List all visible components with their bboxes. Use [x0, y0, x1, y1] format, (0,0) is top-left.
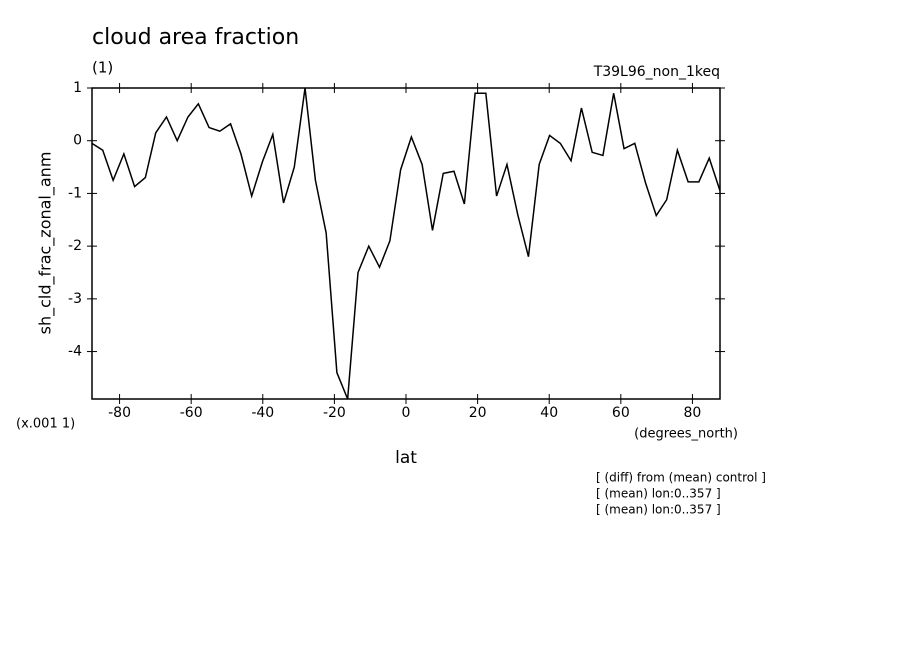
y-tick-label: -3	[68, 291, 82, 307]
x-tick-label: -20	[323, 405, 346, 421]
x-units: (degrees_north)	[634, 427, 738, 442]
y-tick-label: 0	[73, 133, 82, 149]
y-scale-label: (x.001 1)	[16, 417, 75, 432]
y-tick-label: 1	[73, 80, 82, 96]
x-tick-label: -40	[251, 405, 274, 421]
annotation: [ (mean) lon:0..357 ]	[596, 487, 721, 501]
annotation: [ (diff) from (mean) control ]	[596, 471, 766, 485]
run-label: T39L96_non_1keq	[593, 64, 720, 80]
x-tick-label: 40	[540, 405, 558, 421]
chart-title: cloud area fraction	[92, 25, 299, 50]
data-line	[91, 87, 721, 400]
x-tick-label: -80	[108, 405, 131, 421]
x-tick-label: 0	[402, 405, 411, 421]
x-tick-label: 60	[612, 405, 630, 421]
y-tick-label: -1	[68, 185, 82, 201]
y-tick-label: -4	[68, 344, 82, 360]
x-axis-label: lat	[395, 448, 417, 468]
x-tick-label: -60	[180, 405, 203, 421]
x-tick-label: 20	[469, 405, 487, 421]
y-axis-label: sh_cld_frac_zonal_anm	[36, 152, 56, 335]
x-tick-label: 80	[684, 405, 702, 421]
plot-frame	[91, 87, 721, 400]
annotation: [ (mean) lon:0..357 ]	[596, 503, 721, 517]
y-tick-label: -2	[68, 238, 82, 254]
subtitle: (1)	[92, 59, 113, 77]
